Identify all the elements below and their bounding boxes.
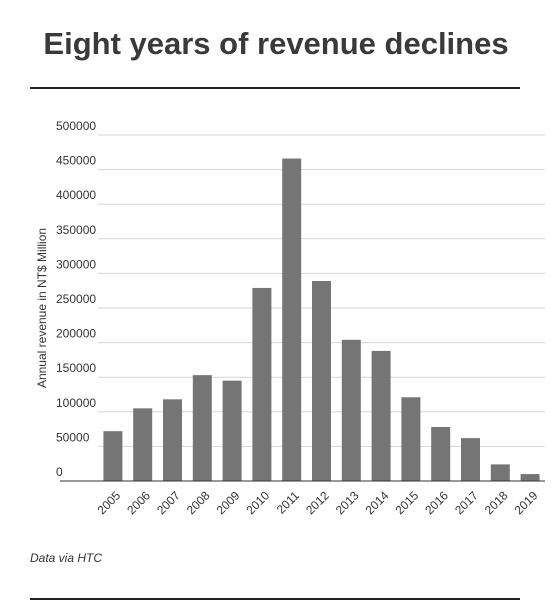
y-axis-label: Annual revenue in NT$ Million — [35, 228, 49, 388]
bar-chart: 0 50000 100000 150000 200000 250000 300000 3500… — [35, 119, 545, 517]
bar-2015 — [401, 397, 421, 481]
top-divider — [30, 87, 520, 89]
bar-2012 — [312, 281, 331, 481]
bar-2011 — [282, 158, 302, 481]
bar-2017 — [461, 438, 480, 481]
y-tick-label: 50000 — [56, 430, 90, 444]
source-note: Data via HTC — [30, 551, 103, 565]
y-tick-label: 500000 — [56, 119, 96, 133]
bar-2013 — [341, 339, 361, 481]
bar-2007 — [163, 399, 182, 481]
x-tick-label: 2014 — [363, 488, 392, 517]
y-tick-labels: 0 50000 100000 150000 200000 250000 300000 3500… — [56, 119, 96, 479]
y-tick-label: 100000 — [56, 396, 96, 410]
bars — [103, 158, 540, 481]
bar-2016 — [431, 427, 451, 481]
bar-2014 — [371, 350, 391, 481]
x-tick-label: 2017 — [452, 488, 481, 517]
x-tick-label: 2007 — [154, 488, 183, 517]
bar-2006 — [133, 408, 153, 481]
x-tick-label: 2018 — [482, 488, 511, 517]
x-tick-label: 2011 — [274, 488, 302, 516]
x-tick-label: 2019 — [512, 488, 541, 517]
y-tick-label: 250000 — [56, 292, 96, 306]
y-tick-label: 200000 — [56, 327, 96, 341]
x-tick-label: 2009 — [214, 488, 243, 517]
x-tick-label: 2016 — [422, 488, 451, 517]
bar-2008 — [192, 375, 212, 481]
x-tick-label: 2012 — [303, 488, 332, 517]
x-tick-label: 2005 — [94, 488, 123, 517]
y-tick-label: 300000 — [56, 257, 96, 271]
x-tick-label: 2010 — [243, 488, 272, 517]
y-tick-label: 450000 — [56, 154, 96, 168]
bar-2018 — [490, 464, 510, 481]
chart-title: Eight years of revenue declines — [43, 26, 509, 61]
bar-2005 — [103, 431, 123, 481]
y-tick-label: 350000 — [56, 223, 96, 237]
bar-2010 — [252, 287, 272, 481]
y-tick-label: 400000 — [56, 188, 96, 202]
y-tick-label: 0 — [56, 465, 63, 479]
y-tick-label: 150000 — [56, 361, 96, 375]
bar-2019 — [520, 474, 540, 481]
x-tick-label: 2006 — [124, 488, 153, 517]
bottom-divider — [30, 598, 520, 600]
x-tick-label: 2013 — [333, 488, 362, 517]
x-tick-labels: 2005 2006 2007 2008 2009 2010 2011 2012 2013 2014… — [94, 488, 540, 517]
x-tick-label: 2015 — [392, 488, 421, 517]
bar-2009 — [222, 380, 242, 481]
x-tick-label: 2008 — [184, 488, 213, 517]
